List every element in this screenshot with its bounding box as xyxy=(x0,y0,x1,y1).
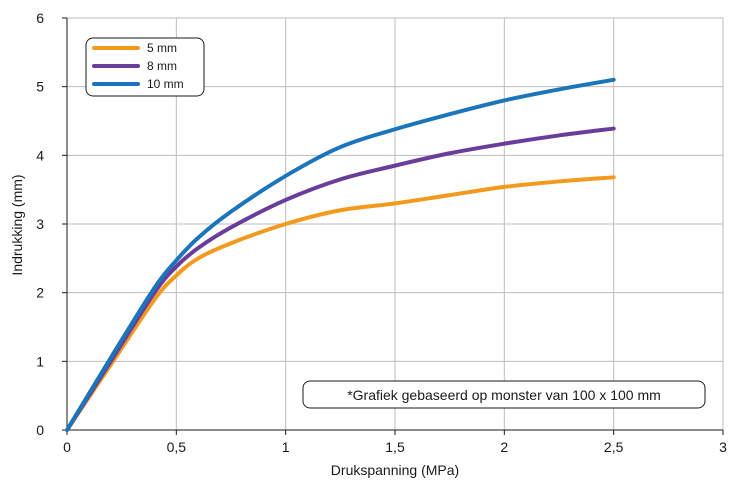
legend-label-5-mm: 5 mm xyxy=(147,41,177,55)
x-tick-label: 0,5 xyxy=(167,439,187,455)
annotation-box xyxy=(302,380,706,409)
y-tick-label: 5 xyxy=(36,79,44,95)
y-tick-label: 0 xyxy=(36,422,44,438)
x-tick-label: 1 xyxy=(282,439,290,455)
y-tick-label: 3 xyxy=(36,216,44,232)
x-tick-label: 0 xyxy=(63,439,71,455)
x-tick-label: 3 xyxy=(719,439,727,455)
x-axis-label: Drukspanning (MPa) xyxy=(331,462,459,478)
series-line-5-mm xyxy=(65,175,616,432)
y-tick-label: 4 xyxy=(36,147,44,163)
y-axis-label: Indrukking (mm) xyxy=(9,174,25,275)
series-line-10-mm xyxy=(65,77,616,432)
legend-box xyxy=(85,37,205,97)
legend-label-10-mm: 10 mm xyxy=(147,77,184,91)
series-line-8-mm xyxy=(65,126,616,432)
y-tick-label: 6 xyxy=(36,10,44,26)
y-tick-label: 2 xyxy=(36,285,44,301)
y-tick-label: 1 xyxy=(36,353,44,369)
legend-label-8-mm: 8 mm xyxy=(147,59,177,73)
x-tick-label: 1,5 xyxy=(385,439,405,455)
legend: 5 mm 8 mm 10 mm xyxy=(85,37,205,97)
x-tick-label: 2 xyxy=(500,439,508,455)
annotation-text: *Grafiek gebaseerd op monster van 100 x … xyxy=(347,387,661,403)
annotation: *Grafiek gebaseerd op monster van 100 x … xyxy=(302,380,706,409)
axes: 0 0,5 1 1,5 2 2,5 3 0 1 2 3 4 5 6 xyxy=(36,10,727,455)
series-layer xyxy=(65,77,616,432)
x-tick-label: 2,5 xyxy=(604,439,624,455)
